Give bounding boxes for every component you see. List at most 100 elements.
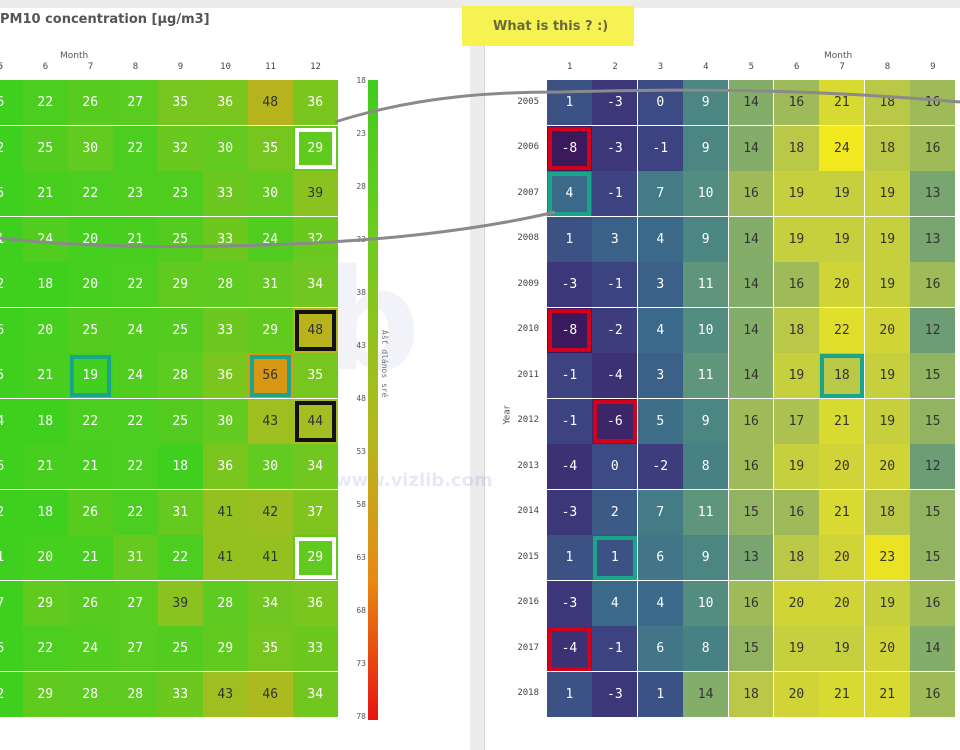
- heatmap-cell: 22: [113, 398, 158, 444]
- legend-tick-label: 43: [356, 341, 366, 350]
- heatmap-cell: 24: [113, 307, 158, 353]
- y-tick-label: 2005: [517, 96, 539, 107]
- heatmap-cell: 18: [819, 353, 865, 398]
- heatmap-cell: 24: [113, 353, 158, 398]
- heatmap-cell: 39: [158, 580, 203, 626]
- y-tick-label: 2013: [517, 460, 539, 471]
- heatmap-cell: 42: [248, 489, 293, 535]
- heatmap-cell: 30: [68, 125, 113, 171]
- x-tick-label: 9: [177, 62, 184, 72]
- heatmap-cell: 34: [248, 580, 293, 626]
- heatmap-cell: 22: [23, 626, 68, 671]
- heatmap-cell: 7: [0, 580, 23, 626]
- heatmap-cell: 11: [683, 262, 729, 307]
- heatmap-cell: 21: [23, 353, 68, 398]
- heatmap-cell: 12: [910, 307, 956, 353]
- heatmap-cell: 23: [158, 171, 203, 216]
- heatmap-cell: 2: [0, 262, 23, 307]
- y-tick-label: 2017: [517, 642, 539, 653]
- heatmap-cell: 19: [819, 626, 865, 671]
- y-tick-label: 2014: [517, 506, 539, 517]
- heatmap-cell: 16: [910, 671, 956, 717]
- y-tick-label: 2010: [517, 324, 539, 335]
- heatmap-cell: 1: [0, 535, 23, 580]
- heatmap-cell: 37: [293, 489, 338, 535]
- heatmap-cell: 13: [910, 171, 956, 216]
- x-tick-label: 1: [566, 62, 573, 72]
- legend-tick-label: 78: [356, 712, 366, 721]
- heatmap-cell: -1: [592, 626, 638, 671]
- left-chart-title: PM10 concentration [µg/m3]: [0, 12, 210, 27]
- heatmap-cell: 15: [910, 353, 956, 398]
- heatmap-cell: 30: [203, 125, 248, 171]
- heatmap-cell: -3: [592, 80, 638, 125]
- heatmap-cell: 35: [248, 626, 293, 671]
- legend-tick-label: 73: [356, 659, 366, 668]
- heatmap-cell: 27: [113, 626, 158, 671]
- heatmap-cell: 19: [774, 216, 819, 262]
- heatmap-cell: 2: [0, 125, 23, 171]
- heatmap-cell: 6: [637, 626, 683, 671]
- heatmap-cell: 18: [23, 398, 68, 444]
- heatmap-cell: 14: [728, 216, 774, 262]
- heatmap-cell: 19: [774, 444, 819, 489]
- y-tick-label: 2006: [517, 142, 539, 153]
- heatmap-cell: -3: [592, 671, 638, 717]
- y-tick-label: 2011: [517, 369, 539, 380]
- x-axis-title: Month: [824, 51, 853, 61]
- heatmap-cell: 3: [637, 353, 683, 398]
- heatmap-cell: -1: [592, 262, 638, 307]
- legend-tick-label: 53: [356, 447, 366, 456]
- heatmap-cell: 48: [248, 80, 293, 125]
- legend-tick-label: 48: [356, 394, 366, 403]
- heatmap-cell: 31: [113, 535, 158, 580]
- heatmap-cell: 14: [910, 626, 956, 671]
- heatmap-cell: 15: [728, 626, 774, 671]
- heatmap-cell: 20: [23, 535, 68, 580]
- heatmap-cell: 6: [0, 626, 23, 671]
- heatmap-cell: -1: [592, 171, 638, 216]
- heatmap-cell: 25: [23, 125, 68, 171]
- x-tick-label: 3: [657, 62, 664, 72]
- heatmap-cell: 21: [864, 671, 910, 717]
- y-tick-label: 2016: [517, 597, 539, 608]
- heatmap-cell: -3: [592, 125, 638, 171]
- heatmap-cell: 36: [203, 444, 248, 489]
- heatmap-cell: 16: [910, 125, 956, 171]
- heatmap-cell: 9: [683, 80, 729, 125]
- connector-curve-top: [334, 88, 960, 124]
- heatmap-cell: 23: [864, 535, 910, 580]
- heatmap-cell: 48: [293, 307, 338, 353]
- heatmap-cell: 24: [68, 626, 113, 671]
- heatmap-cell: 43: [203, 671, 248, 717]
- x-tick-label: 7: [839, 62, 845, 72]
- heatmap-cell: 10: [683, 307, 729, 353]
- heatmap-cell: 1: [547, 216, 592, 262]
- heatmap-cell: 30: [203, 398, 248, 444]
- heatmap-cell: -6: [592, 398, 638, 444]
- heatmap-cell: 31: [248, 262, 293, 307]
- heatmap-cell: 20: [774, 580, 819, 626]
- heatmap-cell: 1: [547, 80, 592, 125]
- x-tick-label: 5: [748, 62, 754, 72]
- heatmap-cell: 21: [113, 216, 158, 262]
- heatmap-cell: 14: [728, 307, 774, 353]
- heatmap-cell: 34: [293, 671, 338, 717]
- heatmap-cell: 28: [68, 671, 113, 717]
- heatmap-cell: 35: [248, 125, 293, 171]
- heatmap-cell: 25: [158, 307, 203, 353]
- heatmap-cell: 15: [728, 489, 774, 535]
- heatmap-cell: -4: [547, 626, 592, 671]
- heatmap-cell: 22: [68, 171, 113, 216]
- heatmap-cell: 18: [774, 125, 819, 171]
- heatmap-cell: 6: [0, 444, 23, 489]
- heatmap-cell: 41: [203, 535, 248, 580]
- right-chart-title: What is this ? :): [493, 19, 609, 34]
- x-tick-label: 7: [87, 62, 94, 72]
- heatmap-cell: 4: [547, 171, 592, 216]
- heatmap-cell: 43: [248, 398, 293, 444]
- heatmap-cell: 19: [864, 171, 910, 216]
- heatmap-cell: 8: [683, 626, 729, 671]
- heatmap-cell: 1: [547, 535, 592, 580]
